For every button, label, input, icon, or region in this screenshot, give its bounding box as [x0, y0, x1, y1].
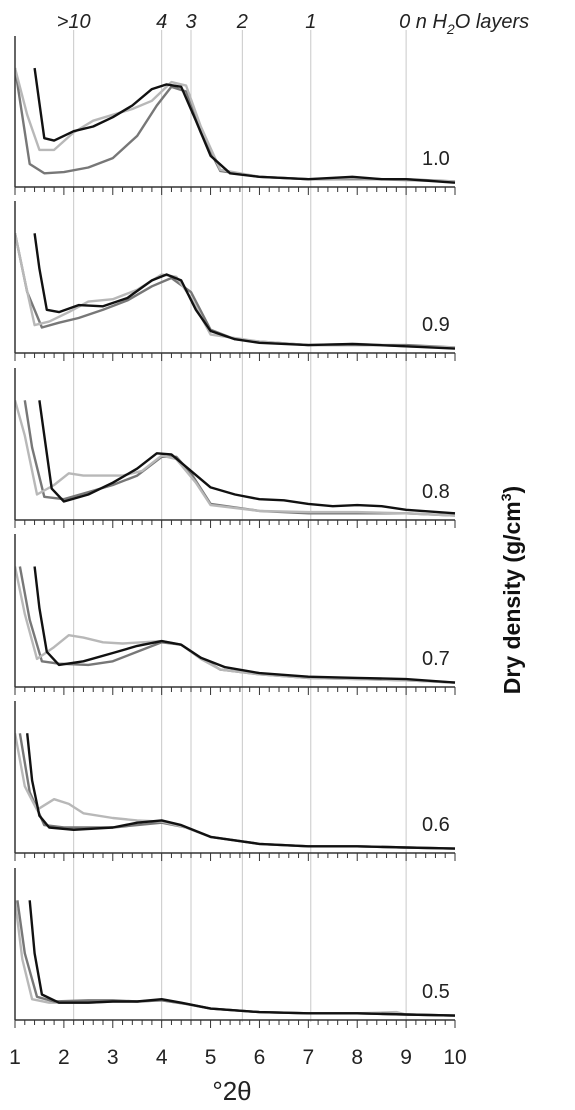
series-line	[23, 400, 456, 517]
y-axis-title-sup: 3	[498, 493, 514, 501]
series-line	[15, 67, 456, 183]
layer-label: >10	[57, 11, 91, 33]
x-tick-label: 2	[58, 1046, 70, 1069]
panels: 1.0 0.9 0.8 0.7 0.6 0.5	[14, 36, 456, 1028]
series-line	[18, 566, 456, 684]
x-tick-label: 7	[302, 1046, 314, 1069]
series-line	[18, 733, 456, 850]
series-line	[15, 399, 456, 517]
x-tick-label: 1	[9, 1046, 21, 1069]
layer-label: 2	[236, 11, 248, 33]
panel-0-9: 0.9	[14, 201, 456, 361]
x-tick-label: 8	[351, 1046, 363, 1069]
x-tick-label: 10	[443, 1046, 466, 1069]
layer-label-last: 0 n H2O layers	[399, 11, 529, 37]
series-line	[15, 233, 456, 349]
density-label: 0.6	[422, 814, 450, 836]
series-line	[15, 67, 456, 183]
panel-series	[15, 733, 456, 850]
series-line	[15, 733, 456, 850]
series-line	[33, 233, 456, 350]
panel-0-7: 0.7	[14, 534, 456, 695]
density-label: 0.5	[422, 981, 450, 1003]
y-axis-title-main: Dry density (g/cm	[499, 501, 525, 694]
density-label: 0.8	[422, 481, 450, 503]
x-tick-labels: 1 2 3 4 5 6 7 8 9 10	[9, 1046, 467, 1069]
series-line	[33, 566, 456, 684]
panel-series	[15, 67, 456, 184]
x-tick-label: 9	[400, 1046, 412, 1069]
series-line	[28, 900, 456, 1017]
panel-0-6: 0.6	[14, 701, 456, 861]
layer-label: 3	[185, 11, 196, 33]
x-tick-label: 4	[156, 1046, 168, 1069]
series-line	[38, 400, 456, 515]
panel-1-0: 1.0	[14, 36, 456, 195]
series-line	[15, 900, 456, 1017]
y-axis-title: Dry density (g/cm3)	[498, 486, 525, 694]
panel-0-8: 0.8	[14, 368, 456, 528]
series-line	[16, 900, 456, 1017]
density-label: 0.9	[422, 314, 450, 336]
series-line	[26, 733, 456, 850]
x-tick-label: 3	[107, 1046, 119, 1069]
panel-series	[15, 399, 456, 517]
series-line	[15, 233, 456, 349]
panel-series	[15, 566, 456, 684]
density-label: 0.7	[422, 648, 450, 670]
density-label: 1.0	[422, 148, 450, 170]
layer-label: 4	[156, 11, 167, 33]
series-line	[33, 67, 456, 184]
x-tick-label: 6	[254, 1046, 266, 1069]
y-axis-title-close: )	[499, 486, 525, 494]
layer-label: 1	[305, 11, 316, 33]
top-labels: >10 4 3 2 1 0 n H2O layers	[57, 11, 529, 37]
panel-series	[15, 900, 456, 1017]
panel-series	[15, 233, 456, 350]
x-tick-label: 5	[205, 1046, 217, 1069]
panel-0-5: 0.5	[14, 868, 456, 1028]
x-axis-title: °2θ	[212, 1076, 251, 1106]
